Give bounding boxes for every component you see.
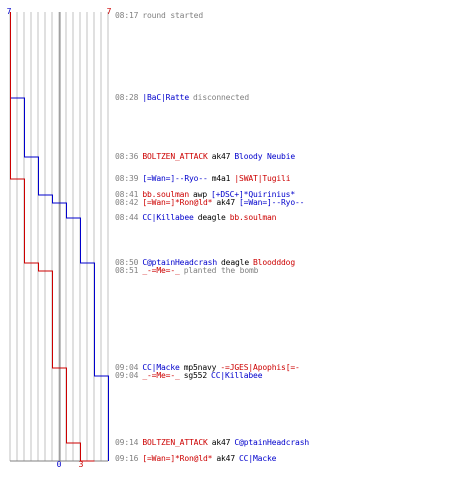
event-part: CC|Killabee <box>142 213 194 222</box>
event-part: ak47 <box>211 152 231 161</box>
event-part: [=Wan=]--Ryo-- <box>239 198 305 207</box>
event-part: _-=Me=-_ <box>142 266 180 275</box>
event-row: 09:04 CC|Macke mp5navy -=JGES|Apophis[=- <box>115 363 304 372</box>
event-part: ak47 <box>216 454 236 463</box>
blue-team-line <box>10 12 109 461</box>
event-time: 08:36 <box>115 152 139 161</box>
event-part: awp <box>193 190 208 199</box>
event-part: [+DSC+]*Quirinius* <box>211 190 296 199</box>
event-row: 09:04 _-=Me=-_ sg552 CC|Killabee <box>115 371 266 380</box>
event-row: 08:39 [=Wan=]--Ryo-- m4a1 |SWAT|Tugili <box>115 174 294 183</box>
event-part: disconnected <box>193 93 250 102</box>
event-time: 09:16 <box>115 454 139 463</box>
event-part: planted the bomb <box>183 266 259 275</box>
event-part: [=Wan=]--Ryo-- <box>142 174 208 183</box>
blue-end-label: 0 <box>57 460 62 469</box>
event-time: 08:17 <box>115 11 139 20</box>
event-time: 08:44 <box>115 213 139 222</box>
chart-series <box>10 12 109 462</box>
event-part: CC|Killabee <box>211 371 263 380</box>
event-part: |SWAT|Tugili <box>234 174 291 183</box>
blue-start-label: 7 <box>7 7 12 16</box>
event-part: C@ptainHeadcrash <box>142 258 218 267</box>
event-part: BOLTZEN_ATTACK <box>142 152 208 161</box>
event-part: round started <box>142 11 204 20</box>
event-part: CC|Macke <box>142 363 180 372</box>
red-team-line <box>10 12 95 462</box>
event-row: 08:36 BOLTZEN_ATTACK ak47 Bloody Neubie <box>115 152 299 161</box>
event-part: bb.soulman <box>142 190 190 199</box>
red-end-label: 3 <box>79 460 84 469</box>
event-row: 08:50 C@ptainHeadcrash deagle Bloodddog <box>115 258 299 267</box>
event-row: 08:28 |BaC|Ratte disconnected <box>115 93 253 102</box>
event-row: 08:51 _-=Me=-_ planted the bomb <box>115 266 262 275</box>
event-row: 08:17 round started <box>115 11 207 20</box>
event-time: 08:42 <box>115 198 139 207</box>
event-part: [=Wan=]*Ron@ld* <box>142 198 213 207</box>
event-part: -=JGES|Apophis[=- <box>220 363 300 372</box>
event-row: 09:14 BOLTZEN_ATTACK ak47 C@ptainHeadcrash <box>115 438 313 447</box>
chart-grid <box>9 12 109 462</box>
event-part: Bloodddog <box>253 258 296 267</box>
event-part: deagle <box>197 213 226 222</box>
event-time: 08:28 <box>115 93 139 102</box>
event-part: m4a1 <box>211 174 231 183</box>
event-part: ak47 <box>211 438 231 447</box>
event-row: 08:41 bb.soulman awp [+DSC+]*Quirinius* <box>115 190 299 199</box>
event-time: 08:39 <box>115 174 139 183</box>
event-time: 08:50 <box>115 258 139 267</box>
event-row: 09:16 [=Wan=]*Ron@ld* ak47 CC|Macke <box>115 454 280 463</box>
event-part: deagle <box>221 258 250 267</box>
event-part: C@ptainHeadcrash <box>234 438 310 447</box>
event-part: Bloody Neubie <box>234 152 296 161</box>
event-part: _-=Me=-_ <box>142 371 180 380</box>
event-part: [=Wan=]*Ron@ld* <box>142 454 213 463</box>
event-time: 09:04 <box>115 363 139 372</box>
event-part: mp5navy <box>183 363 217 372</box>
event-part: bb.soulman <box>229 213 277 222</box>
event-time: 09:14 <box>115 438 139 447</box>
event-part: |BaC|Ratte <box>142 93 190 102</box>
event-time: 09:04 <box>115 371 139 380</box>
event-row: 08:44 CC|Killabee deagle bb.soulman <box>115 213 280 222</box>
event-row: 08:42 [=Wan=]*Ron@ld* ak47 [=Wan=]--Ryo-- <box>115 198 308 207</box>
event-part: ak47 <box>216 198 236 207</box>
event-part: CC|Macke <box>239 454 277 463</box>
event-part: BOLTZEN_ATTACK <box>142 438 208 447</box>
event-time: 08:41 <box>115 190 139 199</box>
red-start-label: 7 <box>107 7 112 16</box>
event-part: sg552 <box>183 371 208 380</box>
event-time: 08:51 <box>115 266 139 275</box>
